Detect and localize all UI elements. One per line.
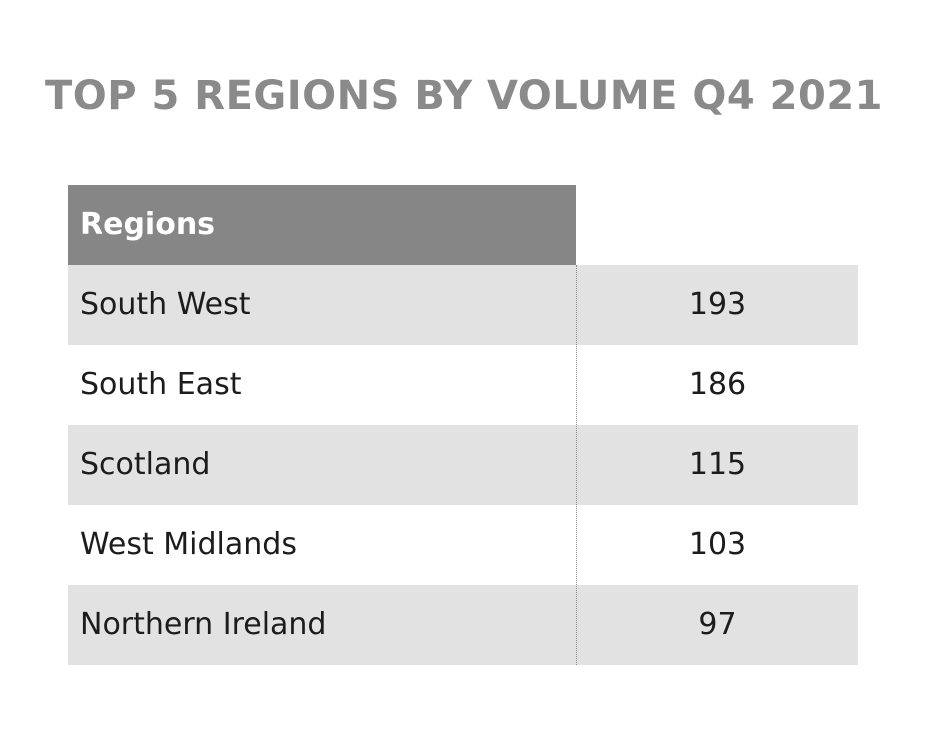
region-cell: South West: [80, 287, 251, 322]
region-cell: West Midlands: [80, 527, 297, 562]
table-row: South West 193: [68, 265, 858, 345]
region-cell: South East: [80, 367, 242, 402]
regions-table: Regions South West 193 South East 186 Sc…: [68, 185, 858, 665]
table-row: South East 186: [68, 345, 858, 425]
table-header-row: Regions: [68, 185, 858, 265]
column-divider: [576, 265, 577, 665]
table-row: Northern Ireland 97: [68, 585, 858, 665]
volume-cell: 186: [688, 367, 747, 402]
column-header-regions: Regions: [68, 185, 576, 265]
volume-cell: 97: [698, 607, 737, 642]
region-cell: Scotland: [80, 447, 211, 482]
table-title: TOP 5 REGIONS BY VOLUME Q4 2021: [45, 73, 883, 119]
volume-cell: 193: [688, 287, 747, 322]
region-cell: Northern Ireland: [80, 607, 327, 642]
table-row: West Midlands 103: [68, 505, 858, 585]
table-row: Scotland 115: [68, 425, 858, 505]
volume-cell: 103: [688, 527, 747, 562]
volume-cell: 115: [688, 447, 747, 482]
